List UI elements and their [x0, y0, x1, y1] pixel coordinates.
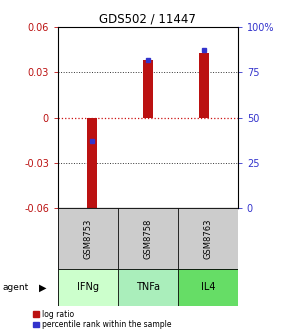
Text: IFNg: IFNg	[77, 282, 99, 292]
Text: GSM8758: GSM8758	[143, 218, 153, 259]
Bar	[118, 269, 178, 306]
Bar	[58, 208, 118, 269]
Text: agent: agent	[3, 283, 29, 292]
Bar	[178, 269, 238, 306]
Bar	[178, 208, 238, 269]
Text: ▶: ▶	[39, 282, 47, 292]
Bar	[87, 118, 97, 216]
Bar	[118, 208, 178, 269]
Legend: log ratio, percentile rank within the sample: log ratio, percentile rank within the sa…	[33, 309, 171, 329]
Bar	[58, 269, 118, 306]
Text: IL4: IL4	[201, 282, 215, 292]
Title: GDS502 / 11447: GDS502 / 11447	[99, 13, 196, 26]
Bar	[199, 53, 209, 118]
Text: TNFa: TNFa	[136, 282, 160, 292]
Text: GSM8763: GSM8763	[203, 218, 212, 259]
Text: GSM8753: GSM8753	[84, 218, 93, 259]
Bar	[143, 60, 153, 118]
